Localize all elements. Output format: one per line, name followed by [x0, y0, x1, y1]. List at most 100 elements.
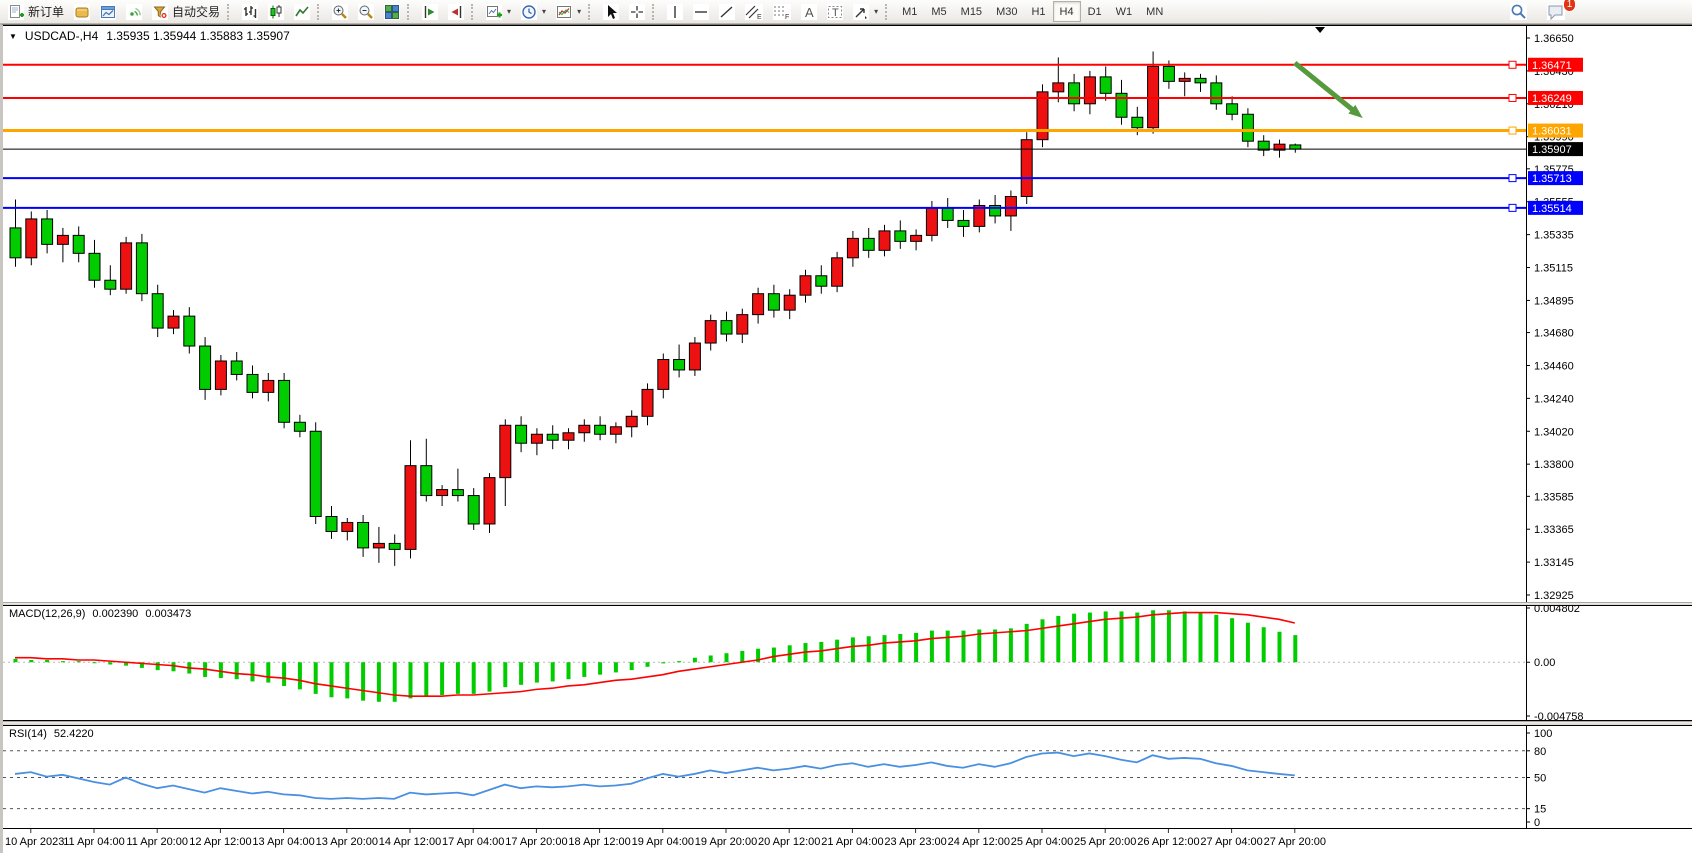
macd-histogram-bar	[1293, 635, 1298, 663]
macd-histogram-bar	[1230, 618, 1235, 663]
macd-histogram-bar	[13, 658, 18, 663]
text-tool-button[interactable]: A	[796, 1, 822, 22]
new-chart-button[interactable]: ▾	[481, 1, 516, 22]
rsi-chart-canvas[interactable]: 100 80 50 150	[3, 725, 1692, 829]
rsi-label: RSI(14) 52.4220	[9, 728, 94, 740]
macd-histogram-bar	[961, 630, 966, 663]
macd-histogram-bar	[1008, 628, 1013, 663]
price-tick-label: 1.34680	[1534, 328, 1574, 340]
candlestick-mode-button[interactable]	[263, 1, 289, 22]
time-label: 13 Apr 20:00	[316, 836, 378, 848]
dropdown-caret-icon: ▾	[542, 7, 547, 16]
timeframe-d1-button[interactable]: D1	[1087, 5, 1102, 18]
macd-panel: 0.004802 0.00 -0.004758 MACD(12,26,9) 0.00…	[3, 605, 1692, 721]
timeframe-m5-button[interactable]: M5	[931, 5, 947, 18]
timeframe-mn-button[interactable]: MN	[1146, 5, 1164, 18]
macd-tick-label: -0.004758	[1534, 711, 1584, 721]
new-order-label: 新订单	[28, 5, 65, 19]
candle	[262, 379, 275, 393]
time-label: 12 Apr 12:00	[189, 836, 251, 848]
chart-shift-button[interactable]	[443, 1, 469, 22]
chat-button[interactable]: 1	[1542, 0, 1576, 22]
rsi-title: RSI(14)	[9, 728, 47, 740]
chart-info-line[interactable]: ▼ USDCAD-,H4 1.35935 1.35944 1.35883 1.3…	[9, 29, 290, 43]
price-tick-label: 1.33800	[1534, 459, 1574, 471]
timeframe-h4-button[interactable]: H4	[1052, 1, 1081, 22]
price-tick-label: 1.34460	[1534, 360, 1574, 372]
vertical-line-tool-button[interactable]	[662, 1, 688, 22]
market-depth-button[interactable]	[69, 1, 95, 22]
candle	[199, 345, 212, 390]
macd-histogram-bar	[582, 662, 587, 677]
zoom-in-button[interactable]	[327, 1, 353, 22]
candle	[989, 204, 1002, 217]
line-chart-mode-button[interactable]	[289, 1, 315, 22]
candle	[325, 515, 338, 532]
symbol-dropdown-icon[interactable]: ▼	[9, 31, 17, 41]
candle	[657, 358, 670, 390]
text-label-icon: T	[827, 3, 844, 20]
trendline-tool-button[interactable]	[714, 1, 740, 22]
macd-histogram-bar	[819, 641, 824, 663]
arrows-tool-button[interactable]: ▾	[848, 1, 883, 22]
candlestick-icon	[268, 3, 285, 20]
time-label: 20 Apr 12:00	[758, 836, 820, 848]
toolbar-grip	[885, 3, 891, 20]
trend-arrow-head	[1348, 104, 1363, 118]
text-label-tool-button[interactable]: T	[822, 1, 848, 22]
tile-windows-button[interactable]	[379, 1, 405, 22]
autotrading-button[interactable]: 自动交易	[147, 1, 225, 22]
macd-histogram-bar	[155, 662, 160, 671]
candle	[230, 360, 243, 375]
candle	[752, 293, 765, 316]
macd-histogram-bar	[1135, 612, 1140, 663]
rsi-tick-label: 50	[1534, 773, 1546, 785]
crosshair-tool-button[interactable]	[624, 1, 650, 22]
time-label: 13 Apr 04:00	[252, 836, 314, 848]
signals-button[interactable]	[121, 1, 147, 22]
time-label: 26 Apr 12:00	[1137, 836, 1199, 848]
channel-tool-button[interactable]: E	[740, 1, 768, 22]
search-button[interactable]	[1505, 1, 1532, 22]
timeframe-w1-button[interactable]: W1	[1115, 5, 1133, 18]
candle	[467, 495, 480, 525]
timeframe-h1-button[interactable]: H1	[1031, 5, 1046, 18]
timeframe-m1-button[interactable]: M1	[902, 5, 918, 18]
cursor-tool-button[interactable]	[598, 1, 624, 22]
terminal-window-icon	[100, 3, 117, 20]
bar-chart-mode-button[interactable]	[237, 1, 263, 22]
timeframe-m30-button[interactable]: M30	[996, 5, 1018, 18]
candle	[609, 426, 622, 435]
periods-button[interactable]: ▾	[516, 1, 551, 22]
timeframe-m15-button[interactable]: M15	[960, 5, 983, 18]
terminal-window-button[interactable]	[95, 1, 121, 22]
fibonacci-tool-button[interactable]: F	[768, 1, 796, 22]
macd-histogram-bar	[534, 662, 539, 683]
candle	[436, 489, 449, 497]
candle	[688, 342, 701, 371]
price-tick-label: 1.34020	[1534, 426, 1574, 438]
horizontal-line-icon	[693, 3, 710, 20]
rsi-tick-label: 100	[1534, 728, 1552, 740]
macd-histogram-bar	[234, 662, 239, 680]
price-chart-canvas[interactable]: 1.366501.364301.362101.359901.357751.355…	[3, 25, 1692, 602]
panel-splitter[interactable]	[3, 721, 1692, 725]
horizontal-line-tool-button[interactable]	[688, 1, 714, 22]
candle	[278, 379, 291, 423]
new-order-button[interactable]: 新订单	[3, 1, 69, 22]
line-chart-icon	[294, 3, 311, 20]
time-label: 18 Apr 12:00	[568, 836, 630, 848]
zoom-out-button[interactable]	[353, 1, 379, 22]
auto-scroll-button[interactable]	[417, 1, 443, 22]
templates-button[interactable]: ▾	[551, 1, 586, 22]
panel-splitter[interactable]	[3, 602, 1692, 605]
macd-chart-canvas[interactable]: 0.004802 0.00 -0.004758	[3, 605, 1692, 721]
clock-icon	[521, 3, 538, 20]
time-label: 17 Apr 04:00	[442, 836, 504, 848]
current-price-badge	[1528, 142, 1583, 157]
macd-histogram-bar	[108, 662, 113, 665]
candle	[1289, 144, 1302, 150]
macd-histogram-bar	[60, 661, 65, 663]
macd-title: MACD(12,26,9)	[9, 608, 86, 620]
